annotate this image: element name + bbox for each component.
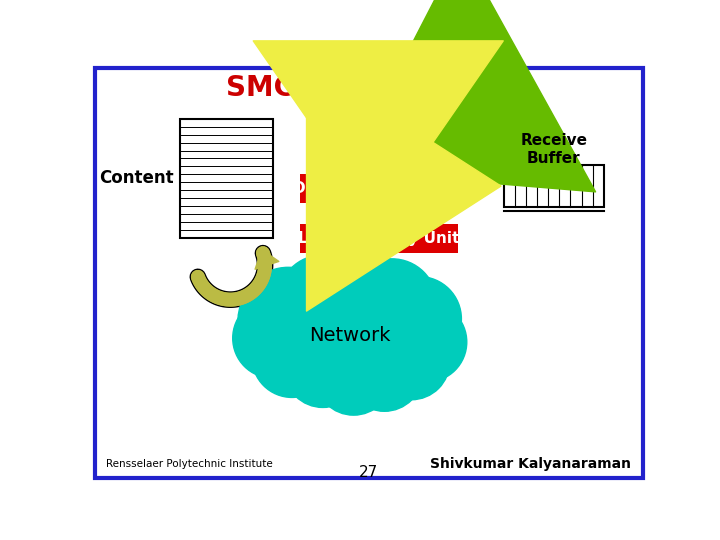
Circle shape xyxy=(373,323,450,400)
Circle shape xyxy=(315,338,392,415)
Circle shape xyxy=(311,246,404,338)
Circle shape xyxy=(278,255,367,345)
Bar xyxy=(180,119,273,238)
Text: Delay Diversity Unit: Delay Diversity Unit xyxy=(293,181,464,196)
Circle shape xyxy=(240,267,336,363)
Circle shape xyxy=(252,318,332,397)
Circle shape xyxy=(377,276,462,361)
Circle shape xyxy=(348,259,437,348)
Text: SMCA: Framework: SMCA: Framework xyxy=(226,74,512,102)
Bar xyxy=(504,165,604,207)
Bar xyxy=(300,174,457,204)
Circle shape xyxy=(233,298,312,378)
Circle shape xyxy=(387,302,467,382)
Circle shape xyxy=(238,280,315,357)
Text: Rensselaer Polytechnic Institute: Rensselaer Polytechnic Institute xyxy=(106,458,272,469)
Circle shape xyxy=(311,284,411,384)
Circle shape xyxy=(284,330,361,408)
Text: Receive
Buffer: Receive Buffer xyxy=(521,133,588,166)
Text: Network: Network xyxy=(309,326,390,346)
FancyArrowPatch shape xyxy=(255,249,279,269)
Circle shape xyxy=(346,334,423,411)
Text: Content: Content xyxy=(99,170,174,187)
Text: 27: 27 xyxy=(359,465,379,481)
Text: Loss Diversity Unit: Loss Diversity Unit xyxy=(298,231,459,246)
Text: Shivkumar Kalyanaraman: Shivkumar Kalyanaraman xyxy=(430,457,631,471)
Bar xyxy=(300,224,457,253)
